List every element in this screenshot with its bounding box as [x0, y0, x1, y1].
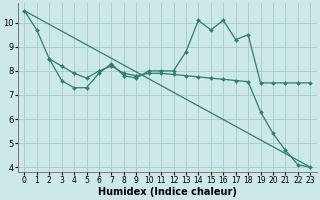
X-axis label: Humidex (Indice chaleur): Humidex (Indice chaleur) — [98, 187, 237, 197]
